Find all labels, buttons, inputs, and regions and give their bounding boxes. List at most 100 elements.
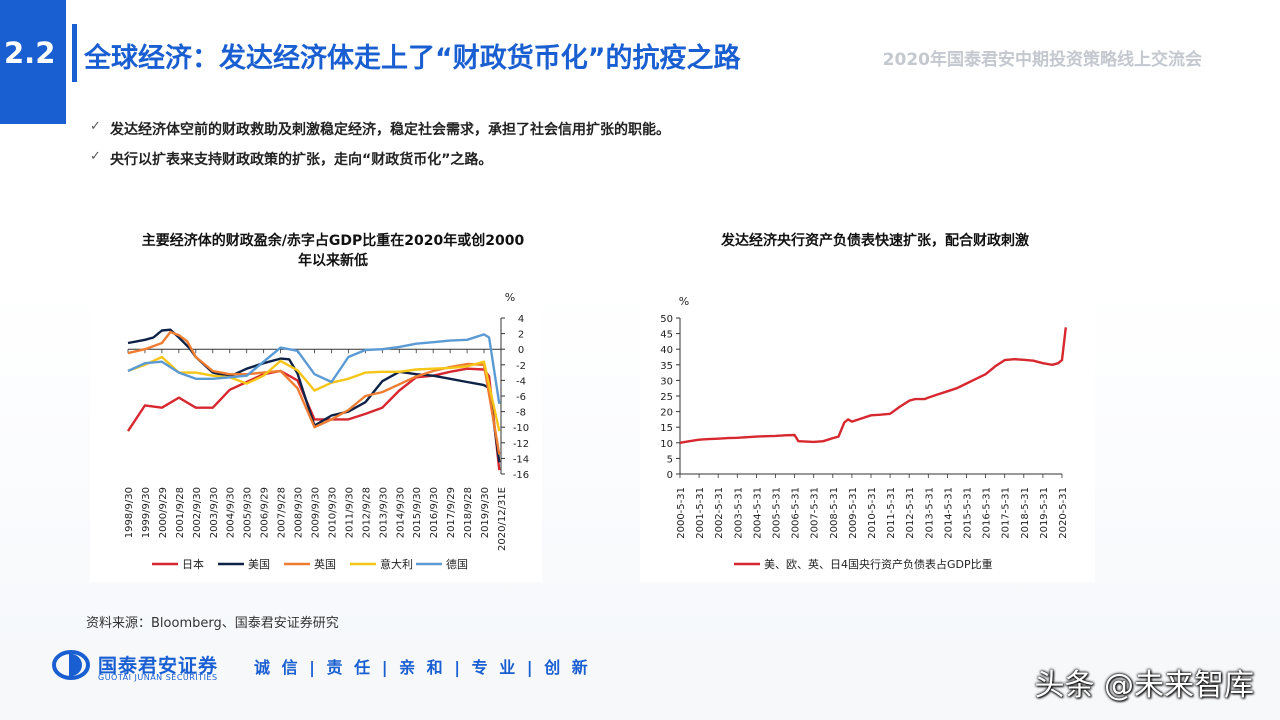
x-tick-label: 2003/9/30 (209, 487, 220, 538)
title-accent-bar (72, 24, 77, 82)
x-tick-label: 2013-5-31 (924, 487, 935, 539)
bullet-text: 央行以扩表来支持财政政策的扩张，走向“财政货币化”之路。 (110, 152, 493, 168)
chart-left: %4 2 0 -2 -4 -6 -8 -10 -12 -14 -16 1998/9/30 1999/9/… (124, 291, 529, 571)
x-tick-label: 2007/9/28 (277, 487, 288, 538)
x-tick-label: 2006-5-31 (791, 487, 802, 539)
y-tick-label: 10 (660, 439, 673, 450)
x-tick-label: 2015-5-31 (963, 487, 974, 539)
y-tick-label: 35 (660, 361, 673, 372)
section-badge: 2.2 (0, 0, 66, 124)
y-tick-label: 25 (660, 392, 673, 403)
x-tick-label: 2008-5-31 (829, 487, 840, 539)
x-tick-label: 2006/9/29 (260, 487, 271, 538)
legend-label: 意大利 (380, 557, 413, 571)
x-tick-label: 1998/9/30 (124, 487, 135, 538)
y-tick-label: -16 (513, 470, 529, 481)
x-tick-label: 2018-5-31 (1020, 487, 1031, 539)
x-tick-label: 2012-5-31 (905, 487, 916, 539)
y-tick-label: -10 (513, 423, 529, 434)
y-tick-label: 15 (660, 423, 673, 434)
x-tick-label: 2009-5-31 (848, 487, 859, 539)
x-tick-label: 2012/9/28 (361, 487, 372, 538)
x-tick-label: 2017-5-31 (1001, 487, 1012, 539)
x-tick-label: 2007-5-31 (810, 487, 821, 539)
legend-label: 美、欧、英、日4国央行资产负债表占GDP比重 (764, 557, 993, 571)
source-note: 资料来源：Bloomberg、国泰君安证券研究 (86, 616, 339, 631)
x-tick-label: 1999/9/30 (141, 487, 152, 538)
y-tick-label: 50 (660, 314, 673, 325)
x-tick-label: 2018/9/28 (463, 487, 474, 538)
x-tick-label: 2010-5-31 (867, 487, 878, 539)
x-tick-label: 2002-5-31 (714, 487, 725, 539)
chart-right-frame: % 50 45 40 35 30 25 20 15 10 5 0 2000-5-31 2001-5-31 2… (640, 280, 1095, 582)
x-tick-label: 2011/9/30 (344, 487, 355, 538)
series-line-5 (127, 333, 501, 404)
company-name: 国泰君安证券 (98, 655, 219, 677)
x-tick-label: 2014/9/30 (395, 487, 406, 538)
legend-label: 英国 (314, 557, 336, 571)
series-line-4 (127, 355, 501, 432)
x-tick-label: 2019/9/30 (480, 487, 491, 538)
x-tick-label: 2005-5-31 (772, 487, 783, 539)
y-tick-label: -8 (516, 408, 526, 419)
x-tick-label: 2010/9/30 (327, 487, 338, 538)
series-line-3 (127, 330, 501, 455)
x-tick-label: 2004/9/30 (226, 487, 237, 538)
series-line-1 (679, 327, 1067, 444)
company-slogan: 诚 信 | 责 任 | 亲 和 | 专 业 | 创 新 (254, 658, 591, 677)
x-tick-label: 2020/12/31E (497, 487, 508, 551)
x-tick-label: 2001-5-31 (695, 487, 706, 539)
x-tick-label: 2017/9/29 (446, 487, 457, 538)
bullet-item: ✓ 央行以扩表来支持财政政策的扩张，走向“财政货币化”之路。 (90, 149, 493, 169)
y-tick-label: -14 (513, 454, 529, 465)
company-name-en: GUOTAI JUNAN SECURITIES (98, 673, 218, 682)
x-tick-label: 2016/9/30 (429, 487, 440, 538)
watermark: 头条 @未来智库 (1034, 668, 1254, 703)
x-tick-label: 2016-5-31 (982, 487, 993, 539)
check-icon: ✓ (90, 119, 101, 134)
y-tick-label: 0 (518, 345, 524, 356)
y-tick-label: -2 (516, 361, 526, 372)
y-tick-label: 20 (660, 408, 673, 419)
x-tick-label: 2005/9/30 (243, 487, 254, 538)
chart-left-frame: % 4 2 0 -2 -4 -6 -8 -10 -12 -14 -16 1998/9/30 1999/9/… (90, 280, 542, 582)
y-axis-unit-label: % (505, 291, 515, 304)
y-tick-label: 2 (518, 330, 524, 341)
x-tick-label: 2014-5-31 (943, 487, 954, 539)
x-tick-label: 2009/9/30 (311, 487, 322, 538)
x-tick-label: 2000/9/29 (158, 487, 169, 538)
x-tick-label: 2013/9/30 (378, 487, 389, 538)
series-line-2 (127, 328, 501, 463)
x-tick-label: 2000-5-31 (676, 487, 687, 539)
page-title: 全球经济：发达经济体走上了“财政货币化”的抗疫之路 (84, 43, 741, 74)
bullet-item: ✓ 发达经济体空前的财政救助及刺激稳定经济，稳定社会需求，承担了社会信用扩张的职… (90, 119, 670, 139)
section-number: 2.2 (4, 36, 56, 70)
chart-title-right: 发达经济央行资产负债表快速扩张，配合财政刺激 (721, 233, 1029, 249)
legend-label: 德国 (446, 557, 468, 571)
y-axis-unit-label: % (679, 295, 689, 308)
bullet-text: 发达经济体空前的财政救助及刺激稳定经济，稳定社会需求，承担了社会信用扩张的职能。 (110, 122, 670, 138)
x-tick-label: 2008/9/30 (294, 487, 305, 538)
x-tick-label: 2002/9/30 (192, 487, 203, 538)
x-tick-label: 2004-5-31 (752, 487, 763, 539)
y-tick-label: 45 (660, 330, 673, 341)
y-tick-label: 4 (518, 314, 524, 325)
y-tick-label: 0 (667, 470, 673, 481)
x-tick-label: 2011-5-31 (886, 487, 897, 539)
chart-title-left: 主要经济体的财政盈余/赤字占GDP比重在2020年或创2000年以来新低 (141, 233, 525, 269)
legend-label: 日本 (182, 557, 204, 571)
check-icon: ✓ (90, 149, 101, 164)
footer (0, 642, 1280, 720)
x-tick-label: 2001/9/28 (175, 487, 186, 538)
x-tick-label: 2003-5-31 (733, 487, 744, 539)
y-tick-label: -12 (513, 439, 529, 450)
y-tick-label: 30 (660, 376, 673, 387)
y-tick-label: 5 (667, 454, 673, 465)
y-tick-label: -6 (516, 392, 526, 403)
legend-label: 美国 (248, 558, 270, 571)
y-tick-label: -4 (516, 376, 526, 387)
x-tick-label: 2019-5-31 (1039, 487, 1050, 539)
event-name: 2020年国泰君安中期投资策略线上交流会 (882, 50, 1202, 70)
y-tick-label: 40 (660, 345, 673, 356)
